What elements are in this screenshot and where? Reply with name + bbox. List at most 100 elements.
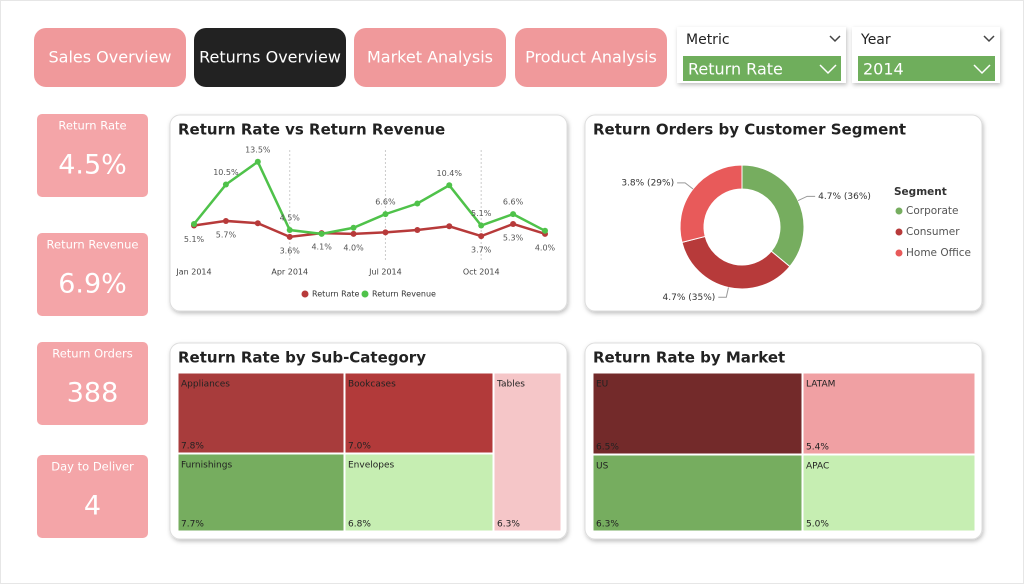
cell-label: LATAM	[806, 380, 835, 390]
kpi-value: 6.9%	[58, 269, 127, 300]
chart-title: Return Rate vs Return Revenue	[178, 121, 445, 139]
cell-label: EU	[596, 380, 608, 390]
x-tick-label: Oct 2014	[463, 268, 500, 277]
dropdown[interactable]	[683, 56, 841, 81]
nav-label: Returns Overview	[199, 48, 341, 67]
cell-label: US	[596, 462, 609, 472]
kpi-value: 4	[84, 491, 101, 522]
filter-label: Metric	[686, 32, 730, 48]
point	[350, 224, 357, 231]
point	[542, 227, 548, 234]
nav-label: Product Analysis	[525, 48, 657, 67]
kpi-card	[37, 342, 148, 425]
data-label: 3.6%	[280, 246, 301, 255]
dropdown-value: 2014	[863, 60, 904, 79]
data-label: 5.3%	[503, 233, 524, 242]
point	[414, 200, 421, 207]
nav-button[interactable]	[194, 28, 346, 87]
treemap-cell	[802, 454, 976, 532]
cell-value: 6.5%	[596, 443, 619, 453]
point	[191, 220, 197, 227]
cell-label: Appliances	[181, 380, 230, 390]
donut-slice	[741, 164, 805, 268]
legend-label: Home Office	[906, 247, 971, 259]
filter-label: Year	[860, 32, 891, 48]
kpi-card	[37, 114, 148, 197]
chart-title: Return Rate by Market	[593, 349, 785, 367]
point	[254, 220, 261, 227]
point	[254, 158, 261, 165]
series-line	[193, 219, 546, 239]
cell-value: 5.0%	[806, 520, 829, 530]
nav-label: Sales Overview	[49, 48, 172, 67]
chevron	[983, 35, 995, 43]
point	[446, 223, 453, 230]
x-tick-label: Jan 2014	[175, 268, 211, 277]
data-label: 4.5%	[280, 214, 301, 223]
dropdown-value: Return Rate	[688, 60, 783, 79]
kpi-label: Return Orders	[52, 347, 133, 361]
legend-swatch	[895, 207, 903, 215]
point	[510, 220, 517, 227]
kpi-label: Day to Deliver	[51, 460, 134, 474]
legend-label: Return Revenue	[372, 290, 436, 299]
series-line	[193, 159, 546, 236]
cell-label: APAC	[806, 462, 829, 472]
point	[222, 181, 229, 188]
data-label: 10.5%	[213, 168, 239, 177]
point	[382, 211, 389, 218]
data-label: 4.7% (35%)	[663, 293, 716, 303]
treemap-cell	[344, 372, 494, 454]
x-tick-label: Apr 2014	[271, 268, 308, 277]
point	[478, 222, 485, 229]
data-label: 3.8% (29%)	[621, 178, 674, 188]
point	[286, 233, 293, 240]
point	[350, 230, 357, 237]
point	[222, 217, 229, 224]
legend-swatch	[361, 290, 369, 298]
cell-value: 5.4%	[806, 443, 829, 453]
cell-label: Envelopes	[348, 461, 395, 471]
treemap-cell	[177, 372, 345, 454]
legend-swatch	[895, 228, 903, 236]
data-label: 5.1%	[184, 235, 205, 244]
treemap-cell	[177, 453, 345, 532]
kpi-value: 4.5%	[58, 150, 127, 181]
cell-value: 6.3%	[497, 520, 520, 530]
cell-value: 7.8%	[181, 442, 204, 452]
point	[286, 227, 293, 234]
legend-label: Corporate	[906, 205, 959, 217]
data-label: 6.6%	[375, 198, 396, 207]
data-label: 4.1%	[311, 243, 332, 252]
nav-button[interactable]	[515, 28, 667, 87]
chart-panel	[169, 114, 568, 312]
cell-label: Bookcases	[348, 380, 396, 390]
nav-button[interactable]	[354, 28, 506, 87]
data-label: 4.0%	[343, 243, 364, 252]
kpi-card	[37, 455, 148, 538]
x-tick-label: Jul 2014	[368, 268, 402, 277]
treemap-cell	[493, 372, 562, 532]
kpi-label: Return Rate	[58, 119, 126, 133]
nav-button[interactable]	[34, 28, 186, 87]
donut-slice	[679, 164, 743, 244]
point	[446, 182, 453, 189]
kpi-label: Return Revenue	[47, 238, 139, 252]
nav-label: Market Analysis	[367, 48, 493, 67]
legend-title: Segment	[894, 186, 947, 198]
point	[414, 227, 421, 234]
cell-value: 7.0%	[348, 442, 371, 452]
point	[478, 233, 485, 240]
legend-label: Consumer	[906, 226, 960, 238]
dropdown[interactable]	[858, 56, 995, 81]
data-label: 6.6%	[503, 198, 524, 207]
cell-label: Tables	[496, 380, 525, 390]
data-label: 4.0%	[535, 243, 556, 252]
point	[510, 211, 517, 218]
legend-swatch	[301, 290, 309, 298]
legend-swatch	[895, 249, 903, 257]
chart-title: Return Orders by Customer Segment	[593, 121, 906, 139]
leader-line	[677, 182, 694, 190]
treemap-cell	[592, 372, 803, 455]
